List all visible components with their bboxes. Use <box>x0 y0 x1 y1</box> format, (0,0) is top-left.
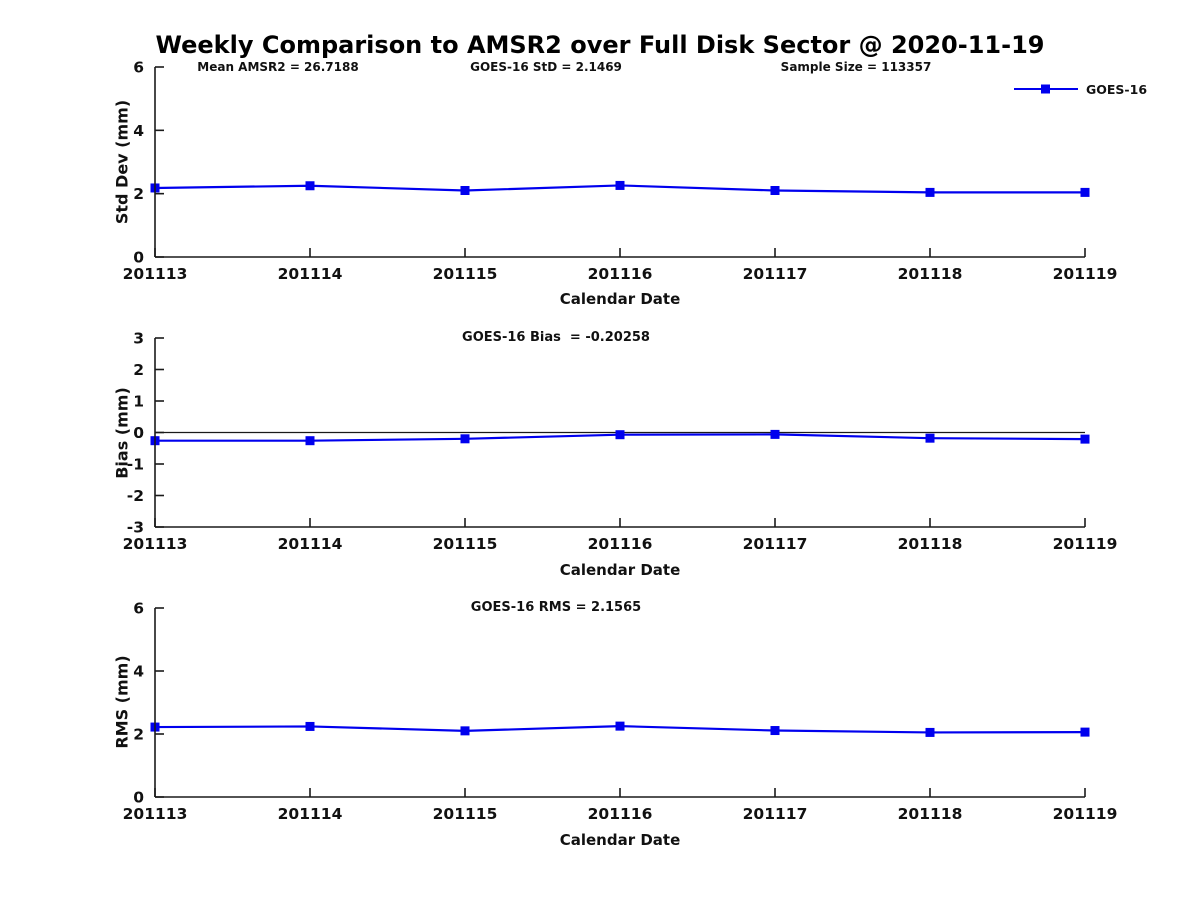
data-point-marker <box>460 186 470 195</box>
x-tick-label: 201115 <box>433 265 498 283</box>
x-tick-label: 201116 <box>588 805 653 823</box>
data-point-marker <box>305 721 315 731</box>
goes16-std-annotation: GOES-16 StD = 2.1469 <box>470 60 622 74</box>
data-point-marker <box>925 187 935 197</box>
rms-x-axis-label: Calendar Date <box>559 831 681 849</box>
bias-x-axis-label: Calendar Date <box>559 561 681 579</box>
y-tick-label: 0 <box>133 249 144 267</box>
y-tick-label: 6 <box>133 600 144 618</box>
data-point-marker <box>460 726 470 736</box>
data-point-marker <box>770 186 780 195</box>
x-tick-label: 201117 <box>743 265 808 283</box>
bias-y-axis-label: Bias (mm) <box>112 387 132 479</box>
sample-size-annotation: Sample Size = 113357 <box>780 60 932 74</box>
x-tick-label: 201113 <box>123 265 188 283</box>
data-point-marker <box>925 727 935 737</box>
legend-label: GOES-16 <box>1086 81 1148 97</box>
x-tick-label: 201118 <box>898 805 963 823</box>
goes16-bias-annotation: GOES-16 Bias = -0.20258 <box>462 330 650 345</box>
data-point-marker <box>1080 434 1090 444</box>
y-tick-label: -2 <box>127 487 144 505</box>
x-tick-label: 201117 <box>743 805 808 823</box>
y-tick-label: 2 <box>133 361 144 379</box>
x-tick-label: 201115 <box>433 535 498 553</box>
x-tick-label: 201119 <box>1053 805 1118 823</box>
data-point-marker <box>1080 727 1090 737</box>
legend: GOES-16 <box>1014 81 1147 97</box>
data-point-marker <box>460 434 470 444</box>
data-point-marker <box>615 180 625 190</box>
y-tick-label: 0 <box>133 789 144 807</box>
std-dev-x-axis-label: Calendar Date <box>559 290 681 308</box>
y-tick-label: -1 <box>127 456 144 474</box>
data-point-marker <box>305 436 315 446</box>
goes16-rms-annotation: GOES-16 RMS = 2.1565 <box>470 600 642 615</box>
y-tick-label: -3 <box>127 519 144 537</box>
x-tick-label: 201118 <box>898 265 963 283</box>
y-tick-label: 0 <box>133 424 144 442</box>
y-tick-label: 3 <box>133 330 144 348</box>
rms-y-axis-label: RMS (mm) <box>112 655 132 749</box>
data-point-marker <box>615 430 625 440</box>
y-tick-label: 4 <box>133 122 144 140</box>
y-tick-label: 2 <box>133 726 144 744</box>
x-tick-label: 201116 <box>588 535 653 553</box>
data-point-marker <box>770 726 780 736</box>
data-point-marker <box>925 433 935 443</box>
x-tick-label: 201118 <box>898 535 963 553</box>
y-tick-label: 2 <box>133 185 144 203</box>
x-tick-label: 201114 <box>278 805 343 823</box>
x-tick-label: 201119 <box>1053 535 1118 553</box>
std-dev-chart: 0 2 4 6 201113 201114 201115 201116 201117 201118… <box>123 59 1118 284</box>
mean-amsr2-annotation: Mean AMSR2 = 26.7188 <box>197 60 359 74</box>
x-tick-label: 201115 <box>433 805 498 823</box>
x-tick-label: 201117 <box>743 535 808 553</box>
y-tick-label: 1 <box>133 393 144 411</box>
x-tick-label: 201114 <box>278 265 343 283</box>
x-tick-label: 201114 <box>278 535 343 553</box>
std-dev-y-axis-label: Std Dev (mm) <box>112 99 132 225</box>
legend-line-sample-icon <box>1014 84 1078 94</box>
x-tick-label: 201116 <box>588 265 653 283</box>
y-tick-label: 6 <box>133 59 144 77</box>
x-tick-label: 201113 <box>123 535 188 553</box>
data-point-marker <box>305 181 315 191</box>
data-point-marker <box>1080 187 1090 197</box>
x-tick-label: 201113 <box>123 805 188 823</box>
y-tick-label: 4 <box>133 663 144 681</box>
x-tick-label: 201119 <box>1053 265 1118 283</box>
data-point-marker <box>615 721 625 731</box>
data-point-marker <box>770 429 780 439</box>
figure-title: Weekly Comparison to AMSR2 over Full Dis… <box>155 31 1045 59</box>
rms-chart: 0 2 4 6 201113 201114 201115 201116 201117 201118… <box>123 600 1118 824</box>
